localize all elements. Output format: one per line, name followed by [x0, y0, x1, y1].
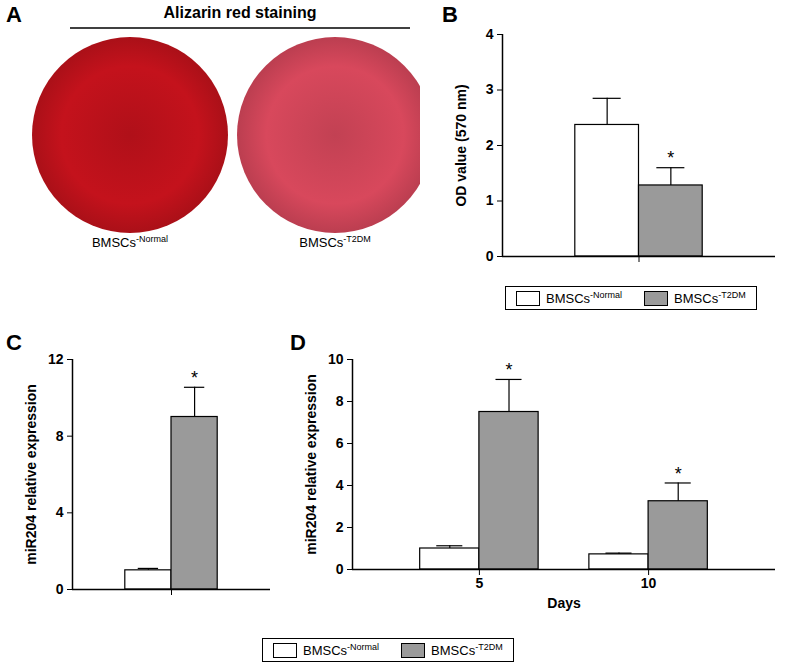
svg-text:3: 3	[486, 81, 494, 97]
html-text:A: A	[6, 2, 22, 27]
svg-text:Days: Days	[547, 595, 581, 611]
svg-text:4: 4	[56, 504, 64, 520]
svg-text:*: *	[506, 360, 513, 380]
svg-text:2: 2	[336, 519, 344, 535]
svg-text:2: 2	[486, 137, 494, 153]
svg-text:OD value (570 nm): OD value (570 nm)	[453, 84, 469, 206]
svg-text:8: 8	[56, 428, 64, 444]
svg-text:10: 10	[328, 351, 344, 367]
svg-text:*: *	[667, 148, 674, 168]
html-text:BMSCs-T2DM: BMSCs-T2DM	[431, 642, 503, 659]
svg-text:4: 4	[336, 477, 344, 493]
svg-text:10: 10	[641, 575, 657, 591]
svg-text:miR204 relative expression: miR204 relative expression	[23, 384, 39, 565]
html-text:BMSCs-Normal: BMSCs-Normal	[546, 290, 623, 307]
svg-text:BMSCs-Normal: BMSCs-Normal	[92, 234, 168, 250]
svg-text:12: 12	[48, 351, 64, 367]
svg-text:miR204 relative expression: miR204 relative expression	[303, 374, 319, 555]
svg-text:0: 0	[336, 561, 344, 577]
html-text:BMSCs-T2DM: BMSCs-T2DM	[674, 290, 746, 307]
svg-text:0: 0	[56, 581, 64, 597]
svg-text:BMSCs-T2DM: BMSCs-T2DM	[299, 234, 371, 250]
svg-text:6: 6	[336, 435, 344, 451]
html-text:D: D	[290, 330, 306, 355]
svg-text:1: 1	[486, 192, 494, 208]
html-text:B: B	[442, 2, 458, 27]
svg-text:5: 5	[476, 575, 484, 591]
html-text:BMSCs-Normal: BMSCs-Normal	[303, 642, 380, 659]
svg-text:0: 0	[486, 248, 494, 264]
svg-text:4: 4	[486, 26, 494, 42]
svg-text:*: *	[191, 368, 198, 388]
html-text:C: C	[6, 330, 22, 355]
svg-text:8: 8	[336, 393, 344, 409]
svg-text:Alizarin red staining: Alizarin red staining	[164, 4, 317, 21]
svg-text:*: *	[675, 464, 682, 484]
